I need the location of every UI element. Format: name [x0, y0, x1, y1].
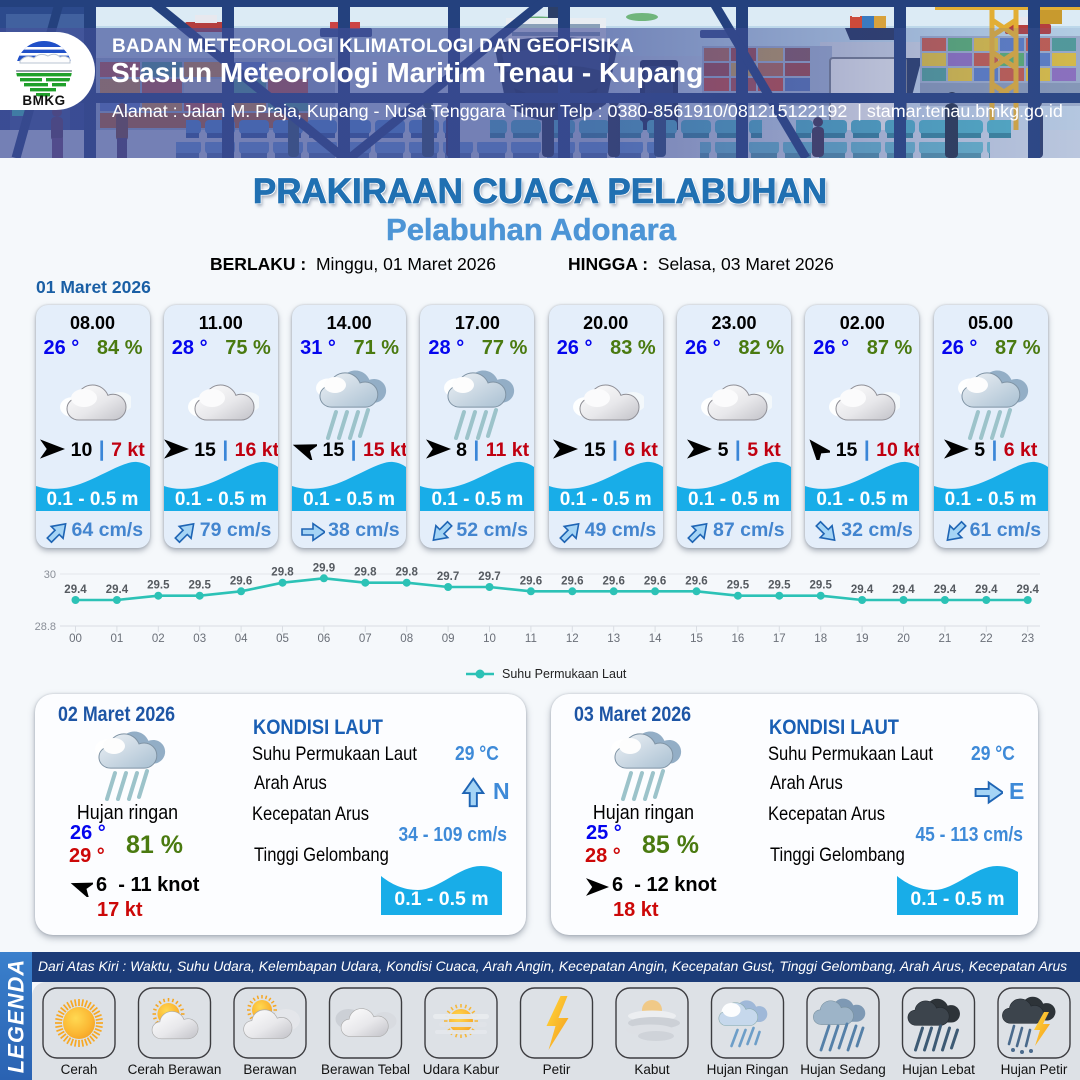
svg-text:18: 18: [814, 633, 827, 645]
svg-text:29.8: 29.8: [271, 567, 294, 579]
svg-text:29.6: 29.6: [603, 575, 625, 587]
svg-text:29.9: 29.9: [313, 562, 335, 574]
svg-text:Hujan Petir: Hujan Petir: [1001, 1062, 1068, 1077]
svg-text:Cerah Berawan: Cerah Berawan: [128, 1062, 222, 1077]
svg-text:29.8: 29.8: [354, 567, 377, 579]
svg-text:05: 05: [276, 633, 289, 645]
svg-text:19: 19: [856, 633, 869, 645]
svg-text:30: 30: [44, 569, 56, 581]
svg-text:29.7: 29.7: [437, 571, 459, 583]
svg-text:28.8: 28.8: [35, 621, 56, 633]
svg-text:Berawan Tebal: Berawan Tebal: [321, 1062, 410, 1077]
svg-text:09: 09: [442, 633, 455, 645]
svg-text:03: 03: [193, 633, 206, 645]
svg-text:23: 23: [1021, 633, 1034, 645]
svg-text:Hujan Sedang: Hujan Sedang: [800, 1062, 886, 1077]
svg-text:29.5: 29.5: [768, 580, 791, 592]
svg-text:29.4: 29.4: [934, 584, 957, 596]
svg-text:01: 01: [111, 633, 124, 645]
svg-text:21: 21: [939, 633, 952, 645]
svg-text:16: 16: [732, 633, 745, 645]
svg-text:29.6: 29.6: [685, 575, 707, 587]
svg-text:Suhu Permukaan Laut: Suhu Permukaan Laut: [502, 667, 627, 681]
svg-text:00: 00: [69, 633, 82, 645]
svg-text:17: 17: [773, 633, 786, 645]
svg-text:06: 06: [318, 633, 331, 645]
svg-text:Kabut: Kabut: [634, 1062, 670, 1077]
svg-text:11: 11: [525, 633, 537, 645]
svg-text:12: 12: [566, 633, 579, 645]
svg-text:29.4: 29.4: [106, 584, 129, 596]
svg-text:29.4: 29.4: [851, 584, 874, 596]
svg-text:Cerah: Cerah: [61, 1062, 98, 1077]
svg-text:Udara Kabur: Udara Kabur: [423, 1062, 500, 1077]
svg-text:Hujan Lebat: Hujan Lebat: [902, 1062, 975, 1077]
svg-text:29.6: 29.6: [644, 575, 666, 587]
svg-text:20: 20: [897, 633, 910, 645]
svg-text:14: 14: [649, 633, 662, 645]
svg-text:29.6: 29.6: [561, 575, 583, 587]
svg-text:29.8: 29.8: [396, 567, 419, 579]
svg-text:13: 13: [607, 633, 620, 645]
svg-text:10: 10: [483, 633, 496, 645]
svg-text:29.6: 29.6: [230, 575, 252, 587]
svg-text:08: 08: [400, 633, 413, 645]
svg-text:15: 15: [690, 633, 703, 645]
svg-text:29.5: 29.5: [189, 580, 212, 592]
svg-text:29.5: 29.5: [147, 580, 170, 592]
svg-text:29.4: 29.4: [64, 584, 87, 596]
svg-text:04: 04: [235, 633, 248, 645]
svg-text:29.7: 29.7: [478, 571, 500, 583]
svg-text:29.4: 29.4: [975, 584, 998, 596]
svg-text:29.4: 29.4: [1017, 584, 1040, 596]
svg-text:29.5: 29.5: [810, 580, 833, 592]
svg-text:07: 07: [359, 633, 372, 645]
svg-text:29.5: 29.5: [727, 580, 750, 592]
svg-text:29.6: 29.6: [520, 575, 542, 587]
svg-text:29.4: 29.4: [892, 584, 915, 596]
svg-text:Berawan: Berawan: [243, 1062, 296, 1077]
svg-text:02: 02: [152, 633, 165, 645]
svg-text:Hujan Ringan: Hujan Ringan: [707, 1062, 789, 1077]
svg-text:22: 22: [980, 633, 993, 645]
svg-text:Petir: Petir: [543, 1062, 571, 1077]
